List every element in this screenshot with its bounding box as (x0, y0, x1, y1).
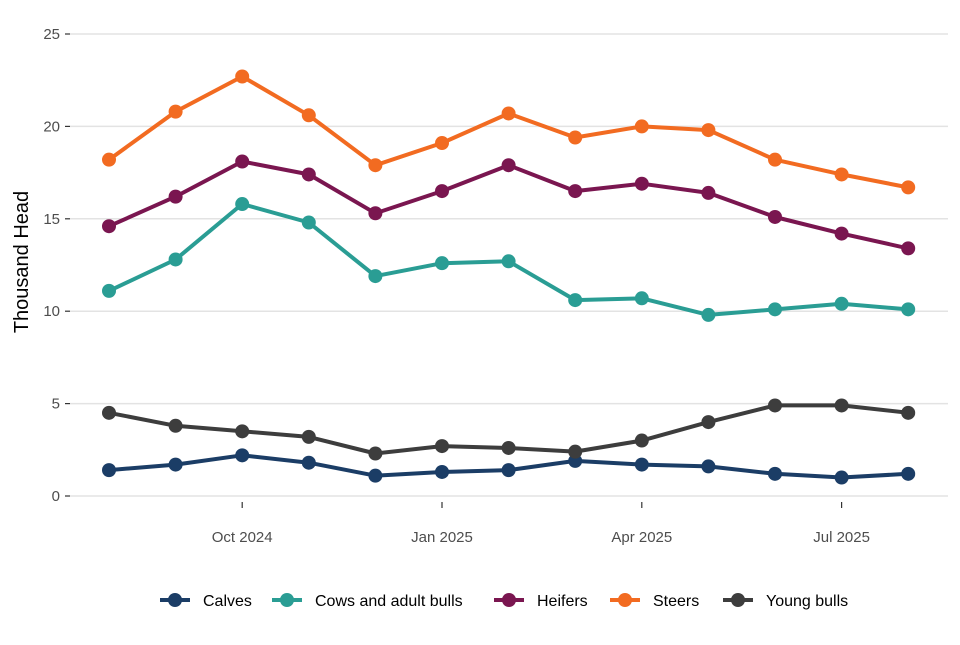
x-tick-label: Jul 2025 (813, 529, 870, 546)
data-point (102, 219, 116, 234)
legend-label: Young bulls (766, 593, 848, 610)
data-point (102, 463, 116, 478)
data-point (501, 158, 516, 173)
legend-key-marker (502, 593, 516, 607)
x-tick-label: Oct 2024 (212, 529, 273, 546)
data-point (301, 455, 316, 470)
data-point (768, 302, 782, 317)
data-point (834, 296, 849, 311)
legend-label: Heifers (537, 593, 588, 610)
y-axis: 0 5 10 15 20 25 (43, 26, 70, 505)
legend-key-marker (168, 593, 182, 607)
data-point (301, 167, 316, 182)
data-point (102, 283, 116, 298)
data-point (701, 307, 716, 322)
data-point (568, 184, 583, 199)
data-point (368, 269, 383, 284)
y-tick-label: 0 (52, 488, 60, 505)
data-point (701, 459, 716, 474)
data-point (368, 158, 383, 173)
data-point (901, 466, 916, 481)
data-point (501, 106, 516, 121)
legend-key-marker (618, 593, 632, 607)
legend-key-marker (280, 593, 294, 607)
data-point (235, 197, 250, 212)
data-point (701, 185, 716, 200)
data-point (368, 206, 383, 221)
data-point (368, 468, 383, 483)
data-point (568, 130, 583, 145)
data-point (768, 152, 782, 167)
data-point (235, 154, 250, 169)
data-point (168, 104, 183, 119)
data-point (634, 291, 649, 306)
data-point (501, 440, 516, 455)
y-tick-label: 15 (43, 211, 60, 228)
legend: Calves Cows and adult bulls Heifers Steers Y… (160, 593, 848, 610)
gridlines (70, 33, 948, 497)
data-point (235, 424, 250, 439)
data-point (501, 463, 516, 478)
legend-label: Steers (653, 593, 699, 610)
x-tick-label: Jan 2025 (411, 529, 473, 546)
data-point (834, 226, 849, 241)
data-point (102, 405, 116, 420)
data-point (168, 189, 183, 204)
data-point (634, 176, 649, 191)
legend-label: Calves (203, 593, 252, 610)
data-point (768, 398, 782, 413)
series-line-2 (107, 159, 911, 251)
data-point (301, 215, 316, 230)
data-point (768, 209, 782, 224)
data-point (901, 302, 916, 317)
data-point (168, 418, 183, 433)
data-point (901, 241, 916, 256)
legend-label: Cows and adult bulls (315, 593, 463, 610)
data-point (768, 466, 782, 481)
series-lines (102, 69, 916, 485)
data-point (435, 256, 449, 271)
data-point (168, 457, 183, 472)
data-point (634, 433, 649, 448)
x-axis: Oct 2024 Jan 2025 Apr 2025 Jul 2025 (212, 502, 870, 546)
data-point (901, 405, 916, 420)
data-point (501, 254, 516, 269)
y-tick-label: 25 (43, 26, 60, 43)
data-point (568, 293, 583, 308)
data-point (634, 457, 649, 472)
data-point (435, 136, 449, 151)
x-tick-label: Apr 2025 (611, 529, 672, 546)
data-point (168, 252, 183, 267)
data-point (901, 180, 916, 195)
data-point (235, 448, 250, 463)
data-point (435, 184, 449, 199)
data-point (701, 123, 716, 138)
data-point (634, 119, 649, 134)
legend-key-marker (731, 593, 745, 607)
data-point (435, 464, 449, 479)
data-point (301, 429, 316, 444)
data-point (435, 439, 449, 454)
y-tick-label: 10 (43, 303, 60, 320)
data-point (235, 69, 250, 84)
y-tick-label: 20 (43, 118, 60, 135)
data-point (102, 152, 116, 167)
data-point (368, 446, 383, 461)
data-point (834, 167, 849, 182)
y-axis-title: Thousand Head (11, 191, 33, 333)
data-point (834, 470, 849, 485)
data-point (568, 444, 583, 459)
data-point (834, 398, 849, 413)
data-point (701, 415, 716, 430)
data-point (301, 108, 316, 123)
y-tick-label: 5 (52, 396, 60, 413)
